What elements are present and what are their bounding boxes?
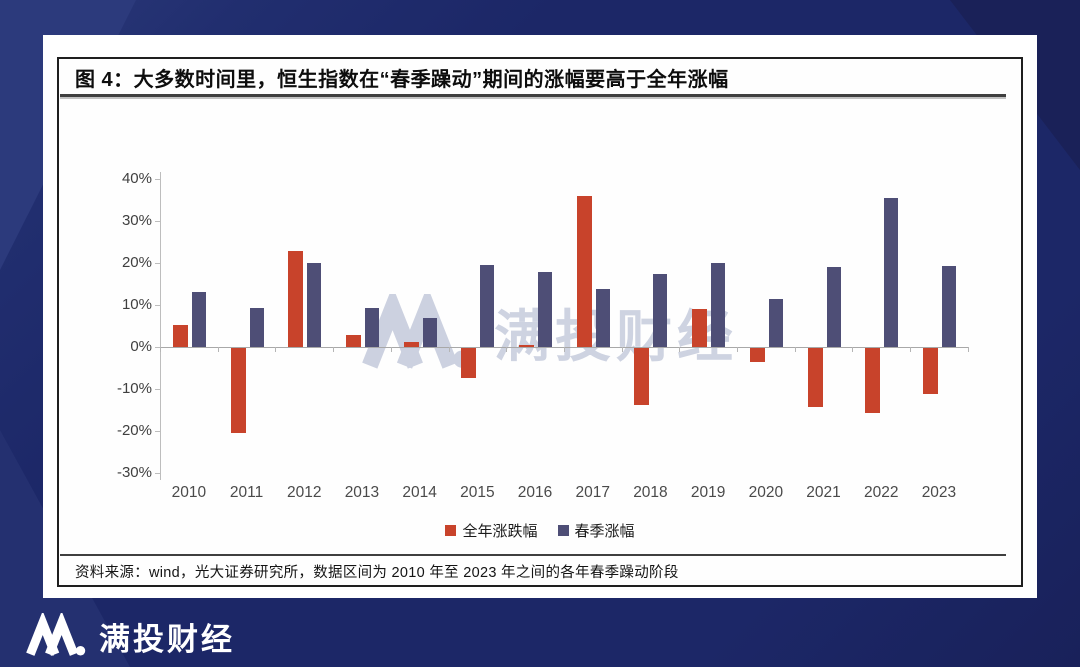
- title-rule: [60, 94, 1006, 97]
- legend-label-annual: 全年涨跌幅: [462, 523, 538, 540]
- legend-label-spring: 春季涨幅: [574, 523, 635, 540]
- chart-legend: 全年涨跌幅 春季涨幅: [57, 520, 1023, 541]
- source-rule: [60, 554, 1006, 556]
- brand-footer: 满投财经: [25, 610, 235, 662]
- brand-name: 满投财经: [99, 621, 235, 657]
- legend-item-annual: 全年涨跌幅: [445, 520, 538, 541]
- figure-title: 图 4：大多数时间里，恒生指数在“春季躁动”期间的涨幅要高于全年涨幅: [75, 69, 729, 91]
- mantou-logo-icon: [26, 613, 86, 656]
- mantou-logo-watermark-icon: [362, 294, 471, 369]
- watermark: 满投财经: [356, 292, 738, 372]
- legend-swatch-spring: [557, 525, 569, 536]
- legend-item-spring: 春季涨幅: [557, 520, 635, 541]
- watermark-text: 满投财经: [494, 304, 738, 368]
- source-text: 资料来源：wind，光大证券研究所，数据区间为 2010 年至 2023 年之间…: [75, 565, 679, 581]
- legend-swatch-annual: [445, 525, 457, 536]
